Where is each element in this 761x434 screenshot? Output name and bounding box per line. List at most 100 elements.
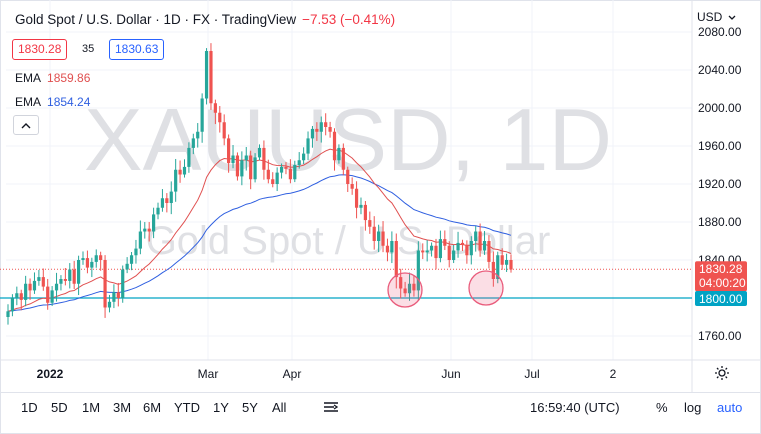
price-tick-label: 1760.00 (698, 329, 742, 343)
timeframe-6m[interactable]: 6M (143, 400, 162, 415)
candle-body (416, 250, 420, 291)
utc-clock[interactable]: 16:59:40 (UTC) (530, 400, 620, 415)
candle-body (306, 138, 310, 154)
candle-body (37, 277, 41, 281)
candle-body (297, 160, 301, 165)
candle-body (447, 245, 451, 260)
candle-body (204, 51, 209, 99)
candle-body (68, 269, 72, 281)
timeframe-5y[interactable]: 5Y (242, 400, 258, 415)
candle-body (403, 288, 407, 294)
candle-body (169, 191, 173, 203)
ema-label: EMA (15, 95, 42, 109)
candle-body (284, 166, 288, 169)
candle-body (293, 165, 297, 180)
timeframe-1m[interactable]: 1M (82, 400, 101, 415)
symbol-title[interactable]: Gold Spot / U.S. Dollar · 1D · FX · Trad… (15, 12, 395, 27)
candle-body (324, 122, 328, 127)
candle-body (288, 168, 292, 180)
candle-body (231, 155, 235, 164)
candle-body (160, 198, 165, 208)
highlight-circle (387, 272, 423, 308)
calendar-goto-icon (324, 402, 339, 412)
candle-body (6, 311, 10, 317)
candle-body (469, 241, 473, 256)
candle-body (266, 169, 270, 180)
candle-body (28, 283, 32, 291)
candle-body (438, 239, 443, 259)
candle-body (460, 242, 465, 245)
last-price-label: 1830.28 (699, 262, 743, 276)
time-tick-label: 2022 (37, 367, 64, 381)
price-tick-label: 2040.00 (698, 63, 742, 77)
candle-body (112, 292, 116, 302)
timeframe-5d[interactable]: 5D (51, 400, 68, 415)
candle-body (456, 242, 460, 251)
ema-value: 1859.86 (47, 71, 91, 85)
candle-body (41, 277, 45, 287)
currency-selector[interactable]: USD (697, 10, 736, 24)
collapse-legend-button[interactable] (13, 115, 39, 135)
candle-body (434, 245, 438, 259)
price-tick-label: 1960.00 (698, 139, 742, 153)
candle-body (103, 260, 107, 308)
candle-body (129, 255, 134, 264)
time-tick-label: Jun (441, 367, 460, 381)
toolbar-divider (0, 392, 761, 393)
candle-body (85, 258, 90, 268)
ask-price-button[interactable]: 1830.63 (109, 39, 165, 60)
candle-body (407, 283, 412, 294)
candle-body (76, 260, 81, 284)
candle-body (249, 155, 253, 180)
timeframe-1d[interactable]: 1D (21, 400, 38, 415)
candle-body (315, 128, 319, 132)
candle-body (394, 241, 398, 278)
candle-body (425, 250, 429, 253)
candle-body (381, 231, 385, 246)
candle-body (59, 279, 63, 284)
candle-body (491, 261, 495, 279)
ema-legend-fast[interactable]: EMA 1859.86 (15, 71, 90, 85)
candle-body (50, 290, 54, 303)
time-tick-label: Jul (524, 367, 539, 381)
candle-body (81, 258, 85, 260)
date-range-button[interactable] (322, 398, 340, 416)
ema-legend-slow[interactable]: EMA 1854.24 (15, 95, 90, 109)
candle-body (187, 147, 191, 167)
candle-body (421, 250, 425, 253)
candle-body (359, 204, 363, 208)
timeframe-3m[interactable]: 3M (113, 400, 132, 415)
auto-scale-toggle[interactable]: auto (717, 400, 743, 415)
candle-body (196, 131, 200, 139)
percent-toggle[interactable]: % (656, 400, 668, 415)
candle-body (235, 155, 240, 177)
candle-body (240, 160, 244, 177)
candle-body (487, 241, 491, 262)
candle-body (482, 241, 487, 251)
candle-body (90, 261, 94, 268)
timeframe-1y[interactable]: 1Y (213, 400, 229, 415)
candle-body (372, 226, 376, 241)
candle-body (15, 293, 19, 298)
last-price-badge (695, 261, 747, 292)
time-tick-label: 2 (610, 367, 617, 381)
candle-body (504, 260, 509, 265)
candle-body (474, 231, 478, 241)
timeframe-all[interactable]: All (272, 400, 287, 415)
candle-body (465, 244, 469, 256)
candle-body (443, 239, 447, 246)
candle-body (385, 245, 390, 253)
chevron-down-icon (728, 15, 736, 20)
candle-body (363, 204, 367, 221)
candle-body (218, 112, 222, 123)
candle-body (138, 231, 142, 249)
price-tick-label: 1880.00 (698, 215, 742, 229)
log-toggle[interactable]: log (684, 400, 702, 415)
chart-settings-button[interactable] (714, 365, 730, 385)
timeframe-ytd[interactable]: YTD (174, 400, 200, 415)
candle-body (134, 248, 138, 256)
bid-price-button[interactable]: 1830.28 (12, 39, 68, 60)
highlight-circles (387, 270, 504, 308)
bottom-toolbar: 1D 5D 1M 3M 6M YTD 1Y 5Y All (0, 392, 761, 424)
